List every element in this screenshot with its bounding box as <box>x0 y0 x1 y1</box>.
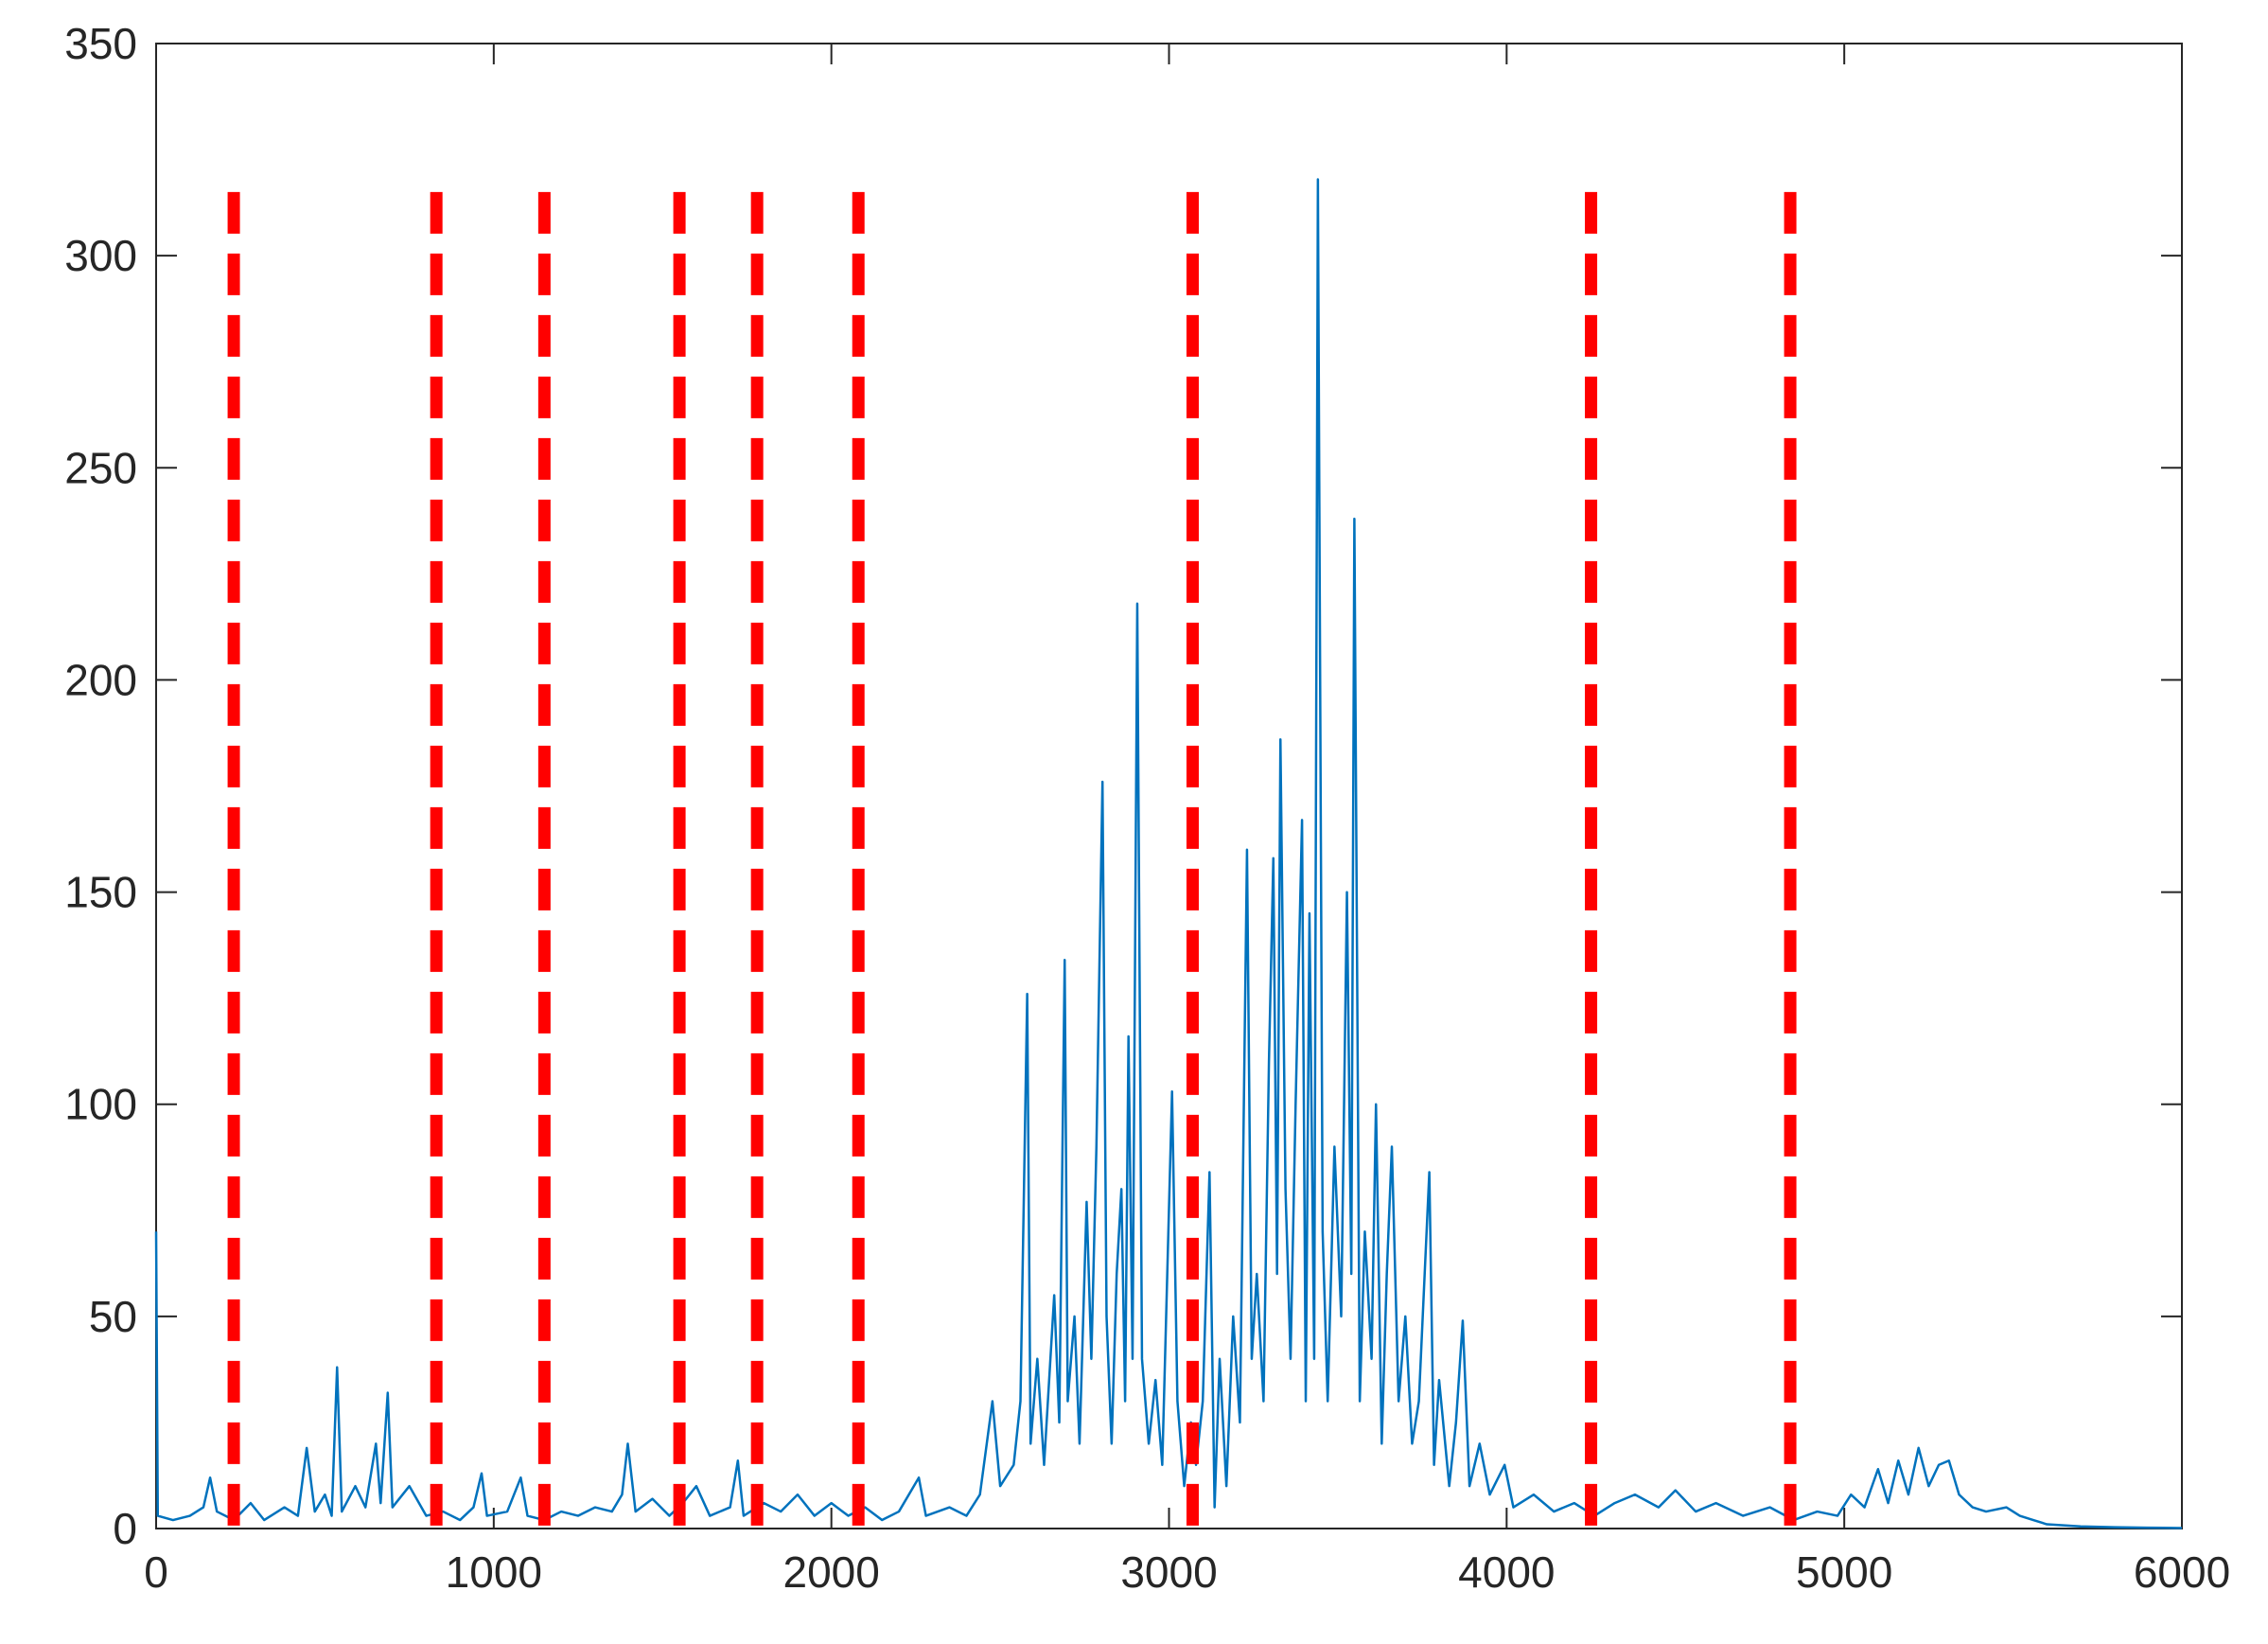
x-tick-label: 2000 <box>782 1547 879 1597</box>
x-tick-label: 4000 <box>1458 1547 1555 1597</box>
x-tick-label: 5000 <box>1796 1547 1892 1597</box>
x-tick-label: 0 <box>144 1547 168 1597</box>
y-tick-label: 350 <box>64 19 137 68</box>
x-tick-label: 1000 <box>446 1547 542 1597</box>
data-line <box>154 178 2183 1529</box>
y-tick-label: 250 <box>64 443 137 492</box>
y-tick-label: 150 <box>64 868 137 917</box>
plot-box <box>155 43 2183 1529</box>
x-tick-label: 3000 <box>1120 1547 1217 1597</box>
y-tick-label: 0 <box>113 1504 137 1553</box>
y-tick-label: 300 <box>64 231 137 280</box>
y-tick-label: 50 <box>89 1292 137 1341</box>
y-tick-label: 200 <box>64 655 137 704</box>
x-tick-label: 6000 <box>2134 1547 2230 1597</box>
y-tick-label: 100 <box>64 1080 137 1129</box>
